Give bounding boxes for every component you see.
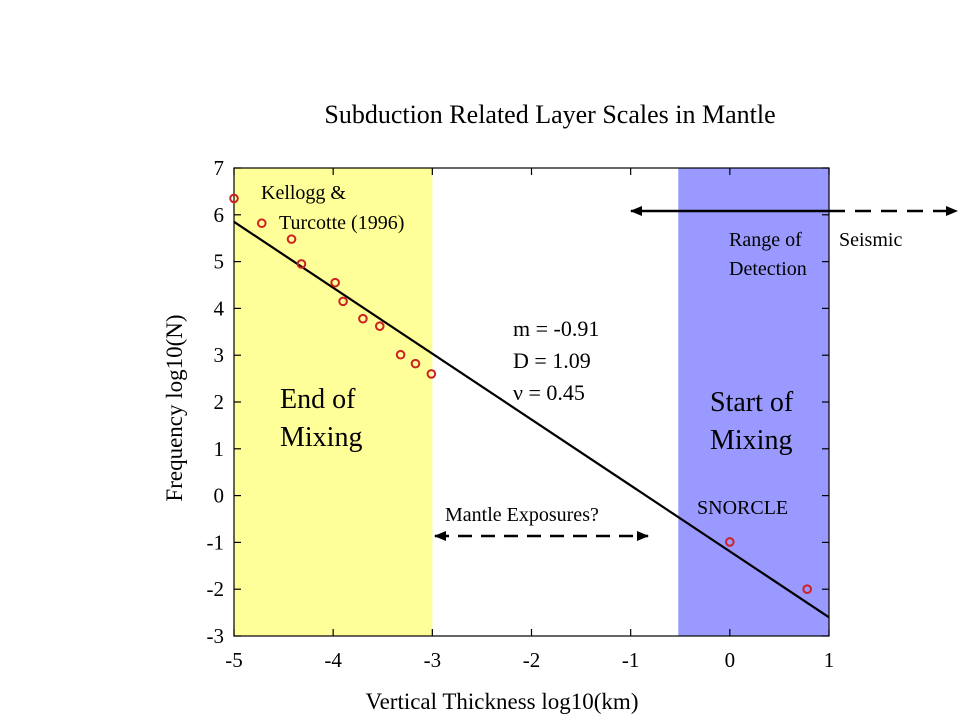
start-region-label-line-2: Mixing [710,425,792,456]
shaded-regions [234,168,829,636]
kellogg-label-line-2: Turcotte (1996) [279,212,404,234]
kellogg-data-point [286,234,297,244]
kellogg-data-point [296,259,307,269]
data-points [229,193,812,595]
snorcle-label: SNORCLE [697,497,788,519]
kellogg-data-point [395,349,406,360]
kellogg-label-line-1: Kellogg & [261,182,346,204]
fit-dimension-label: D = 1.09 [513,348,591,373]
kellogg-data-point [229,193,239,204]
end-region-label-line-2: Mixing [280,422,362,453]
seismic-label: Seismic [839,229,902,251]
fit-line [233,220,830,619]
start-of-mixing-region [678,168,829,636]
x-tick-label: -1 [622,648,640,672]
fit-nu-label: ν = 0.45 [513,380,585,405]
start-region-label-line-1: Start of [710,387,794,418]
kellogg-data-point [426,369,437,379]
snorcle-data-point [802,584,812,595]
axis-ticks: -5 -4 -3 -2 -1 0 1 -3 -2 -1 0 1 2 3 4 5 6 7 [207,156,835,672]
range-label-line-2: Detection [729,258,807,280]
x-tick-label: -5 [225,648,243,672]
x-tick-label: 1 [824,648,835,672]
y-tick-label: 1 [214,437,225,461]
y-tick-label: 0 [214,484,225,508]
y-tick-label: -3 [207,624,225,648]
kellogg-data-point [410,358,421,369]
x-tick-label: 0 [725,648,736,672]
range-label-line-1: Range of [729,229,802,251]
y-tick-label: 3 [214,343,225,367]
y-tick-label: 4 [214,296,225,320]
y-tick-label: -1 [207,530,225,554]
y-tick-label: -2 [207,577,225,601]
x-tick-label: -2 [523,648,541,672]
y-tick-label: 7 [214,156,225,180]
kellogg-data-point [358,313,368,324]
x-tick-label: -4 [324,648,342,672]
y-tick-label: 5 [214,250,225,274]
y-tick-label: 2 [214,390,225,414]
x-axis-label: Vertical Thickness log10(km) [366,689,639,714]
chart-title: Subduction Related Layer Scales in Mantl… [324,100,775,129]
kellogg-data-point [374,321,385,331]
mantle-exposures-label: Mantle Exposures? [445,504,599,526]
end-of-mixing-region [234,168,433,636]
kellogg-data-point [256,218,267,229]
snorcle-data-point [725,537,735,547]
y-axis-label: Frequency log10(N) [162,314,187,501]
end-region-label-line-1: End of [280,384,356,415]
x-tick-label: -3 [424,648,442,672]
fit-slope-label: m = -0.91 [513,316,599,341]
kellogg-data-point [338,296,348,307]
y-tick-label: 6 [214,203,225,227]
kellogg-data-point [330,277,340,288]
